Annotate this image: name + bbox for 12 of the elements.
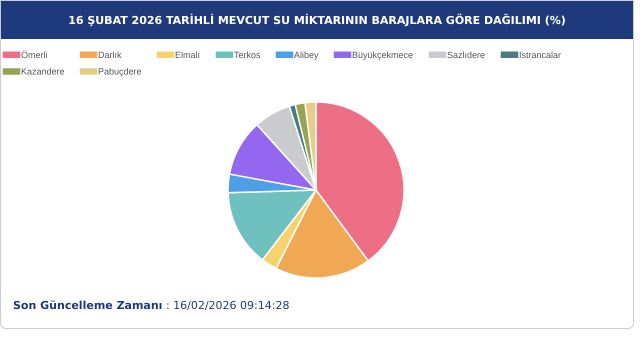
legend-label: Kazandere	[21, 66, 65, 76]
legend-label: Alibey	[294, 50, 320, 60]
legend-label: Elmalı	[175, 50, 200, 60]
legend-label: Büyükçekmece	[352, 50, 414, 60]
legend-label: Istrancalar	[519, 50, 562, 60]
legend-label: Terkos	[234, 50, 262, 60]
chart-title: 16 ŞUBAT 2026 TARİHLİ MEVCUT SU MİKTARININ BARAJLARA GÖRE DAĞILIMI (%)	[1, 1, 633, 39]
legend-label: Sazlıdere	[447, 50, 486, 60]
legend-label: Ömerli	[21, 50, 48, 60]
text: Son Güncelleme Zamanı : 16/02/2026 09:14:28	[13, 299, 290, 312]
legend-label: Darlık	[98, 50, 122, 60]
legend-label: Pabuçdere	[98, 66, 142, 76]
